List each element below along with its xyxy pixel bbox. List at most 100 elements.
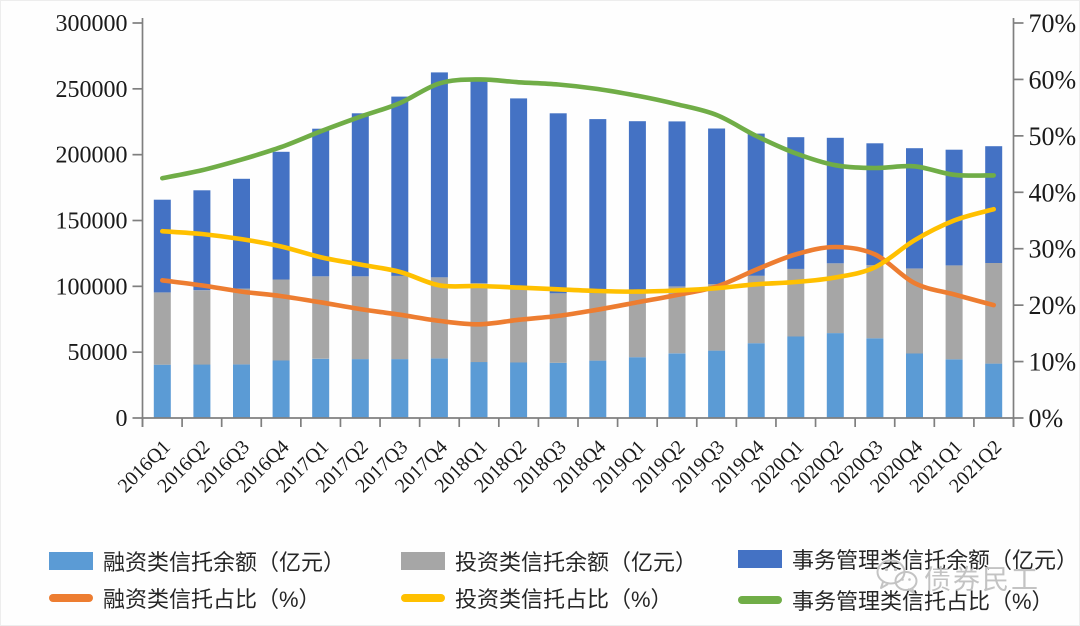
- bar-segment-investment: [906, 268, 923, 354]
- legend-label: 事务管理类信托余额（亿元）: [792, 548, 1079, 573]
- bar-segment-financing: [193, 364, 211, 418]
- bar-segment-administrative: [272, 151, 290, 280]
- bar-segment-administrative: [233, 178, 250, 289]
- legend-item-administrative-balance: 事务管理类信托余额（亿元）: [738, 543, 1078, 575]
- line-financing-pct: [160, 244, 996, 327]
- bar-segment-administrative: [668, 121, 686, 287]
- bar-segment-administrative: [826, 137, 844, 264]
- bar-segment-financing: [153, 364, 171, 418]
- bar-segment-investment: [668, 286, 686, 354]
- bar-segment-administrative: [510, 98, 528, 289]
- bar-segment-financing: [351, 359, 369, 418]
- wechat-logo-icon: [876, 559, 918, 594]
- bar-segment-administrative: [470, 80, 488, 284]
- y-axis-right-label: 70%: [1029, 9, 1077, 38]
- watermark-text: 债券民工: [924, 564, 1040, 595]
- bar-segment-administrative: [866, 143, 884, 265]
- legend-item-financing-pct: 融资类信托占比（%）: [49, 582, 321, 614]
- bar-segment-financing: [826, 333, 844, 418]
- legend-label: 投资类信托余额（亿元）: [455, 550, 698, 575]
- bar-segment-investment: [233, 288, 250, 365]
- bar-segment-financing: [866, 338, 884, 418]
- y-axis-left-label: 300000: [56, 11, 128, 37]
- legend-label: 投资类信托占比（%）: [455, 587, 673, 612]
- y-axis-right-label: 50%: [1029, 122, 1077, 151]
- bar-segment-administrative: [747, 133, 765, 276]
- bar-segment-financing: [391, 359, 409, 418]
- bar-segment-investment: [312, 276, 330, 359]
- financing-pct-swatch: [49, 594, 93, 602]
- bar-segment-investment: [628, 290, 646, 358]
- bar-segment-investment: [787, 268, 805, 337]
- bar-segment-investment: [945, 265, 963, 360]
- y-axis-left-label: 150000: [56, 209, 128, 235]
- y-axis-left-label: 200000: [56, 143, 128, 169]
- bar-segment-administrative: [351, 113, 369, 277]
- y-axis-right-label: 0%: [1029, 404, 1064, 433]
- y-axis-right-label: 10%: [1029, 348, 1077, 377]
- bar-segment-financing: [470, 362, 488, 418]
- bar-segment-financing: [233, 364, 250, 418]
- bar-segment-investment: [589, 293, 607, 361]
- bar-segment-financing: [430, 358, 448, 418]
- bar-segment-investment: [866, 265, 884, 339]
- bar-segment-investment: [351, 276, 369, 360]
- bar-segment-investment: [391, 275, 409, 360]
- bar-segment-financing: [945, 359, 963, 418]
- watermark: 债券民工: [875, 557, 1040, 597]
- investment-pct-swatch: [401, 594, 445, 602]
- bar-segment-investment: [272, 279, 290, 361]
- bar-segment-administrative: [589, 119, 607, 294]
- bar-segment-investment: [985, 263, 1003, 364]
- bar-segment-administrative: [193, 190, 211, 291]
- bar-segment-financing: [589, 360, 607, 418]
- line-administrative-pct: [160, 77, 996, 181]
- bar-segment-financing: [787, 336, 805, 418]
- investment-balance-swatch: [401, 552, 445, 570]
- legend-label: 事务管理类信托占比（%）: [792, 589, 1054, 614]
- financing-balance-swatch: [49, 552, 93, 570]
- legend-item-investment-balance: 投资类信托余额（亿元）: [401, 545, 697, 577]
- y-axis-left-label: 250000: [56, 77, 128, 103]
- bar-segment-financing: [549, 362, 567, 418]
- bar-segment-financing: [985, 363, 1003, 418]
- bar-segment-administrative: [628, 121, 646, 291]
- bar-segment-financing: [668, 353, 686, 418]
- bar-segment-investment: [549, 293, 567, 363]
- y-axis-right-label: 20%: [1029, 291, 1077, 320]
- bar-segment-administrative: [153, 199, 171, 293]
- y-axis-right-label: 40%: [1029, 178, 1077, 207]
- bar-segment-investment: [826, 263, 844, 334]
- legend-item-investment-pct: 投资类信托占比（%）: [401, 582, 673, 614]
- bar-segment-investment: [510, 288, 528, 363]
- bar-segment-financing: [312, 358, 330, 419]
- legend-item-financing-balance: 融资类信托余额（亿元）: [49, 545, 345, 577]
- bar-segment-administrative: [945, 149, 963, 266]
- bar-segment-investment: [708, 284, 726, 351]
- bar-segment-administrative: [708, 128, 726, 284]
- bar-segment-investment: [153, 292, 171, 365]
- administrative-pct-swatch: [738, 596, 782, 604]
- administrative-balance-swatch: [738, 550, 782, 568]
- bar-segment-investment: [193, 290, 211, 365]
- bar-segment-administrative: [391, 96, 409, 276]
- bar-segment-administrative: [312, 128, 330, 277]
- y-axis-right-label: 60%: [1029, 65, 1077, 94]
- bar-segment-financing: [906, 353, 923, 418]
- bar-segment-investment: [747, 275, 765, 344]
- y-axis-left-label: 100000: [56, 274, 128, 300]
- line-investment-pct: [160, 206, 996, 294]
- bar-segment-administrative: [430, 72, 448, 278]
- bar-segment-financing: [628, 357, 646, 418]
- bar-segment-administrative: [549, 113, 567, 294]
- bar-segment-financing: [272, 360, 290, 418]
- y-axis-left-label: 0: [116, 406, 128, 432]
- legend-label: 融资类信托占比（%）: [103, 587, 321, 612]
- bar-segment-administrative: [787, 137, 805, 269]
- bar-segment-administrative: [985, 146, 1003, 263]
- bar-segment-investment: [430, 277, 448, 359]
- bar-segment-financing: [708, 350, 726, 418]
- legend-label: 融资类信托余额（亿元）: [103, 550, 346, 575]
